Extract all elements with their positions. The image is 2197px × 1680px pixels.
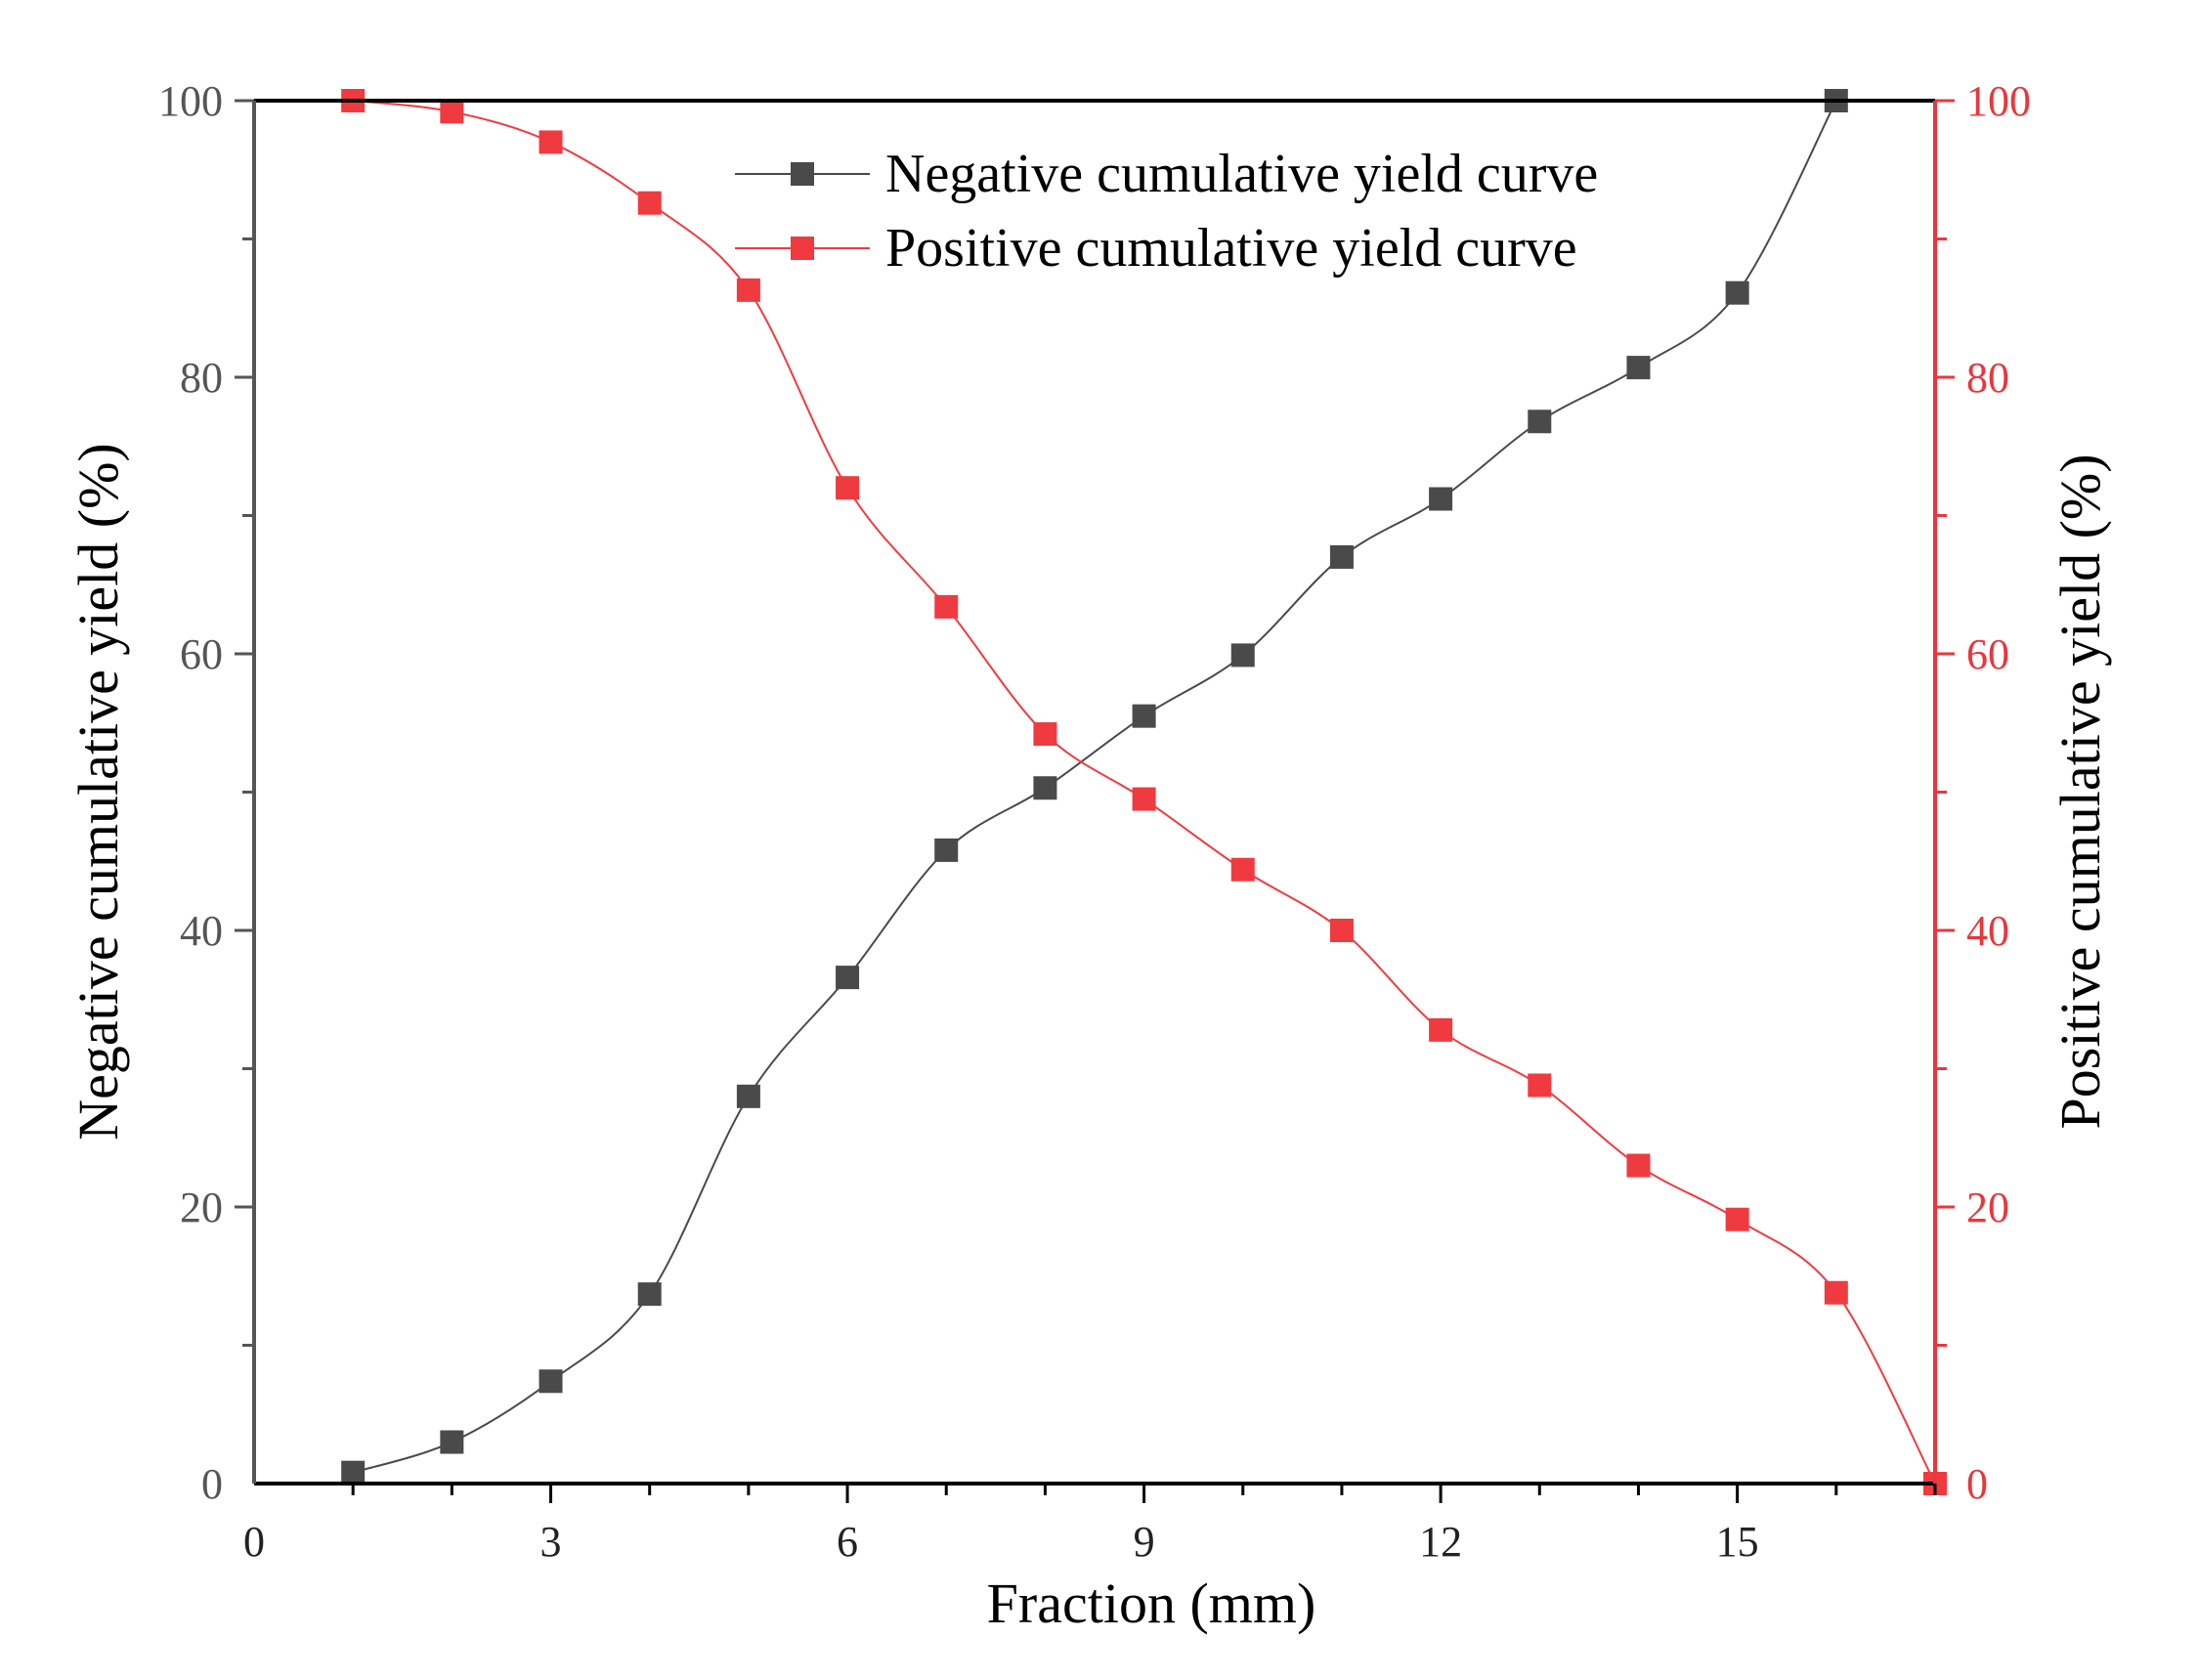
x-tick-label: 6 (837, 1518, 858, 1566)
series-point (736, 1084, 760, 1108)
series-point (1132, 787, 1156, 811)
series-point (1429, 1017, 1453, 1042)
x-tick-label: 0 (243, 1518, 265, 1566)
legend-label-positive: Positive cumulative yield curve (885, 218, 1577, 279)
series-point (1132, 704, 1156, 728)
y-axis-right-title: Positive cumulative yield (%) (2048, 453, 2112, 1129)
series-point (934, 838, 959, 862)
series-point (736, 278, 760, 302)
series-point (1429, 487, 1453, 511)
y-right-tick-label: 40 (1966, 907, 2009, 955)
series-negative (341, 89, 1848, 1485)
x-axis-title: Fraction (mm) (987, 1572, 1316, 1635)
series-point (637, 191, 662, 215)
y-left-tick-label: 60 (180, 630, 223, 678)
y-right-tick-label: 60 (1966, 630, 2009, 678)
y-left-tick-label: 80 (180, 354, 223, 402)
y-right-tick-label: 100 (1966, 77, 2031, 125)
series-point (1230, 857, 1255, 882)
series-point (1824, 1280, 1848, 1305)
y-left-tick-label: 0 (201, 1460, 223, 1508)
series-point (1033, 722, 1057, 747)
series-point (341, 1460, 366, 1485)
series-point (1626, 1153, 1651, 1178)
legend-label-negative: Negative cumulative yield curve (885, 144, 1598, 204)
series-point (538, 130, 563, 154)
y-right-tick-label: 0 (1966, 1460, 1988, 1508)
y-left-tick-label: 100 (158, 77, 223, 125)
y-axis-right: 0 20 40 60 80 100 (1935, 77, 2031, 1508)
y-axis-left: 0 20 40 60 80 100 (158, 77, 254, 1508)
x-tick-label: 3 (540, 1518, 562, 1566)
series-point (637, 1282, 662, 1307)
series-point (1725, 280, 1749, 305)
series-point (538, 1369, 563, 1394)
series-line (352, 100, 1837, 1474)
y-right-tick-label: 20 (1966, 1184, 2009, 1231)
y-left-tick-label: 40 (180, 907, 223, 955)
x-tick-label: 12 (1419, 1518, 1462, 1566)
series-point (1230, 643, 1255, 668)
series-positive (341, 89, 1947, 1495)
series-layer (341, 89, 1947, 1495)
x-tick-label: 15 (1716, 1518, 1759, 1566)
x-axis: 0 3 6 9 12 15 (243, 1484, 1937, 1566)
series-point (1528, 1073, 1552, 1098)
y-axis-left-title: Negative cumulative yield (%) (66, 443, 130, 1140)
legend-swatch-marker-negative (791, 162, 814, 186)
legend-swatch-marker-positive (791, 237, 814, 260)
series-point (1626, 356, 1651, 380)
plot-frame (252, 99, 1937, 1486)
y-left-tick-label: 20 (180, 1184, 223, 1231)
series-point (1725, 1207, 1749, 1231)
x-tick-label: 9 (1134, 1518, 1155, 1566)
series-point (440, 1430, 464, 1454)
series-point (836, 966, 860, 990)
series-point (440, 100, 464, 124)
series-point (1329, 919, 1354, 942)
series-point (1528, 409, 1552, 434)
series-point (1329, 544, 1354, 569)
series-point (836, 476, 860, 500)
y-right-tick-label: 80 (1966, 354, 2009, 402)
legend: Negative cumulative yield curve Positive… (735, 144, 1598, 279)
series-point (1033, 776, 1057, 800)
series-point (934, 594, 959, 619)
